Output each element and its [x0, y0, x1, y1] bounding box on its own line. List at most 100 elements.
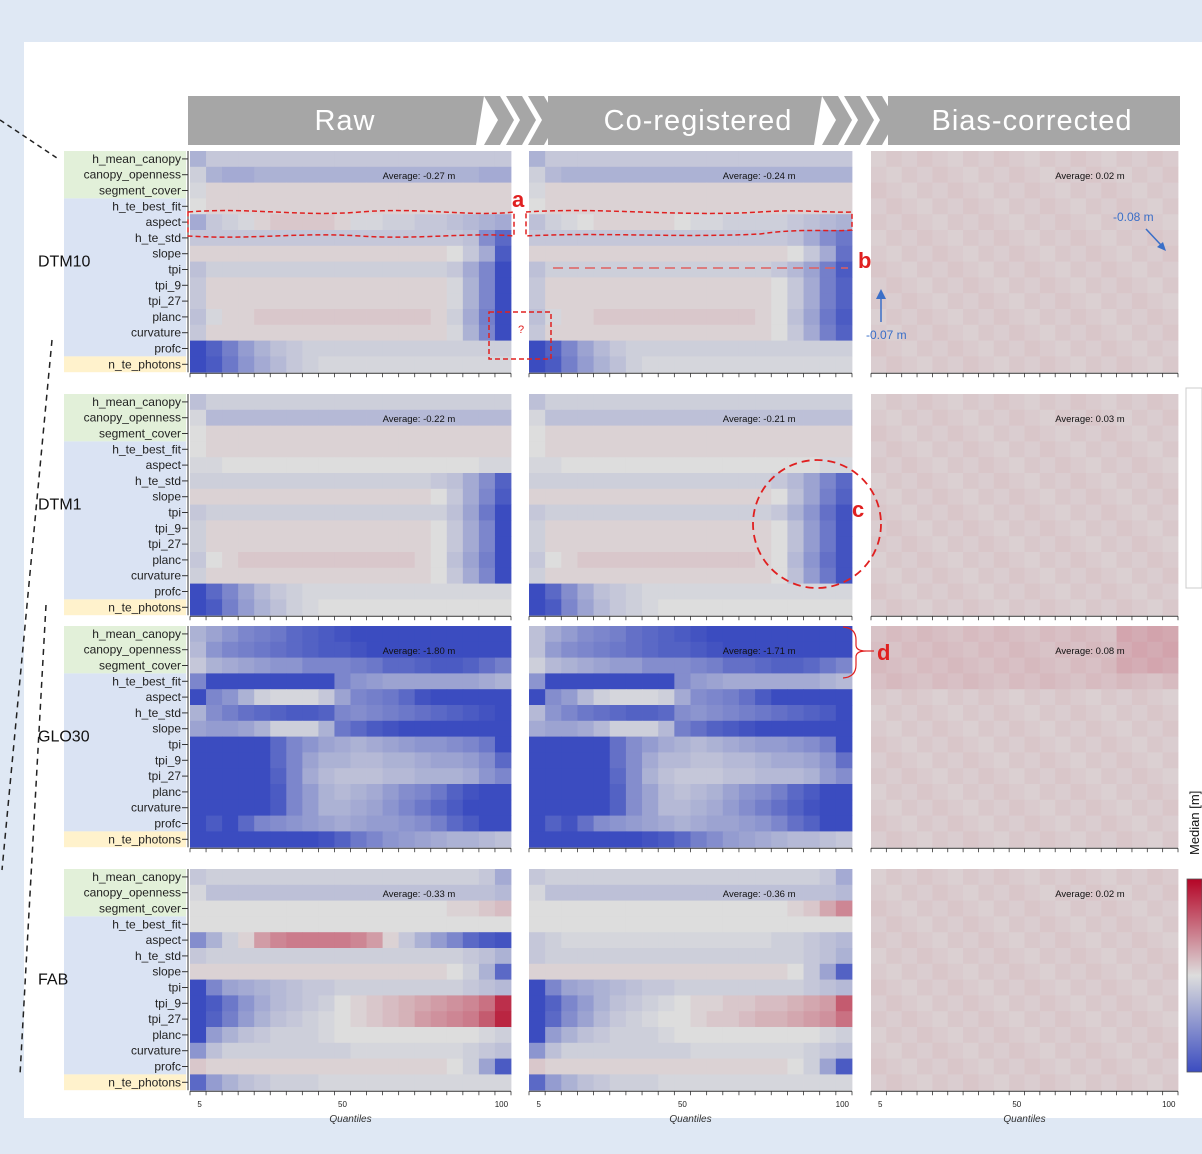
heatmap-cell	[1070, 673, 1087, 690]
heatmap-cell	[690, 1042, 708, 1059]
heatmap-cell	[947, 815, 964, 832]
heatmap-cell	[1131, 520, 1148, 537]
heatmap-cell	[1039, 324, 1056, 341]
heatmap-cell	[835, 409, 853, 426]
heatmap-cell	[1101, 457, 1117, 474]
heatmap-cell	[1055, 520, 1071, 537]
heatmap-cell	[771, 979, 788, 996]
heatmap-cell	[609, 736, 627, 753]
heatmap-cell	[1162, 340, 1179, 357]
heatmap-cell	[494, 948, 512, 965]
heatmap-cell	[1070, 948, 1087, 965]
heatmap-cell	[886, 340, 903, 357]
heatmap-cell	[350, 1074, 367, 1091]
heatmap-cell	[286, 583, 303, 600]
heatmap-cell	[1039, 752, 1056, 769]
heatmap-cell	[561, 488, 578, 505]
heatmap-cell	[993, 293, 1010, 310]
heatmap-cell	[1162, 736, 1179, 753]
heatmap-cell	[886, 1011, 903, 1028]
heatmap-cell	[658, 657, 675, 674]
heatmap-cell	[901, 520, 918, 537]
heatmap-cell	[238, 831, 255, 848]
heatmap-cell	[1147, 1074, 1164, 1091]
heatmap-cell	[738, 324, 756, 341]
heatmap-cell	[835, 736, 853, 753]
heatmap-cell	[462, 641, 480, 658]
heatmap-cell	[706, 884, 724, 901]
heatmap-cell	[302, 705, 319, 722]
heatmap-cell	[446, 720, 464, 737]
heatmap-cell	[835, 488, 853, 505]
stage-banner-raw	[188, 96, 484, 145]
heatmap-cell	[350, 182, 367, 199]
heatmap-cell	[494, 736, 512, 753]
heatmap-cell	[190, 599, 207, 616]
heatmap-cell	[561, 673, 578, 690]
heatmap-cell	[398, 166, 416, 183]
heatmap-cell	[350, 567, 367, 584]
heatmap-cell	[478, 488, 496, 505]
heatmap-cell	[1131, 626, 1148, 643]
heatmap-cell	[561, 441, 578, 458]
heatmap-cell	[318, 1011, 335, 1028]
heatmap-cell	[1116, 230, 1133, 247]
heatmap-cell	[529, 567, 546, 584]
heatmap-cell	[738, 673, 756, 690]
heatmap-cell	[835, 705, 853, 722]
heatmap-cell	[917, 900, 933, 917]
heatmap-cell	[286, 626, 303, 643]
heatmap-cell	[1039, 979, 1056, 996]
heatmap-cell	[270, 394, 287, 411]
heatmap-cell	[270, 705, 287, 722]
heatmap-cell	[738, 884, 756, 901]
heatmap-cell	[706, 457, 724, 474]
heatmap-cell	[771, 995, 788, 1012]
heatmap-cell	[1024, 995, 1041, 1012]
heatmap-cell	[722, 1011, 740, 1028]
heatmap-cell	[398, 309, 416, 326]
feature-label: h_te_std	[135, 231, 181, 245]
heatmap-cell	[446, 309, 464, 326]
heatmap-cell	[690, 214, 708, 231]
heatmap-cell	[478, 230, 496, 247]
heatmap-cell	[238, 356, 255, 373]
heatmap-cell	[350, 340, 367, 357]
heatmap-cell	[674, 916, 691, 933]
heatmap-cell	[206, 324, 223, 341]
heatmap-cell	[398, 394, 416, 411]
heatmap-cell	[1116, 831, 1133, 848]
heatmap-cell	[593, 641, 611, 658]
heatmap-cell	[755, 1058, 772, 1075]
heatmap-cell	[819, 1042, 837, 1059]
x-tick-label: 5	[197, 1100, 202, 1109]
heatmap-cell	[382, 963, 400, 980]
heatmap-cell	[755, 151, 772, 168]
heatmap-cell	[642, 552, 659, 569]
heatmap-cell	[787, 599, 804, 616]
heatmap-cell	[738, 815, 756, 832]
heatmap-cell	[803, 340, 821, 357]
heatmap-cell	[901, 356, 918, 373]
heatmap-cell	[674, 752, 691, 769]
heatmap-cell	[1039, 166, 1056, 183]
heatmap-cell	[674, 869, 691, 886]
heatmap-cell	[803, 488, 821, 505]
heatmap-cell	[494, 441, 512, 458]
heatmap-cell	[771, 261, 788, 278]
heatmap-cell	[462, 1027, 480, 1044]
heatmap-cell	[577, 409, 594, 426]
heatmap-cell	[803, 948, 821, 965]
heatmap-cell	[835, 182, 853, 199]
heatmap-cell	[871, 995, 887, 1012]
heatmap-cell	[1162, 916, 1179, 933]
heatmap-cell	[706, 705, 724, 722]
heatmap-cell	[1085, 736, 1102, 753]
heatmap-cell	[771, 473, 788, 490]
heatmap-cell	[561, 799, 578, 816]
heatmap-cell	[350, 394, 367, 411]
heatmap-cell	[286, 815, 303, 832]
heatmap-cell	[917, 963, 933, 980]
heatmap-cell	[270, 245, 287, 262]
heatmap-cell	[414, 261, 432, 278]
